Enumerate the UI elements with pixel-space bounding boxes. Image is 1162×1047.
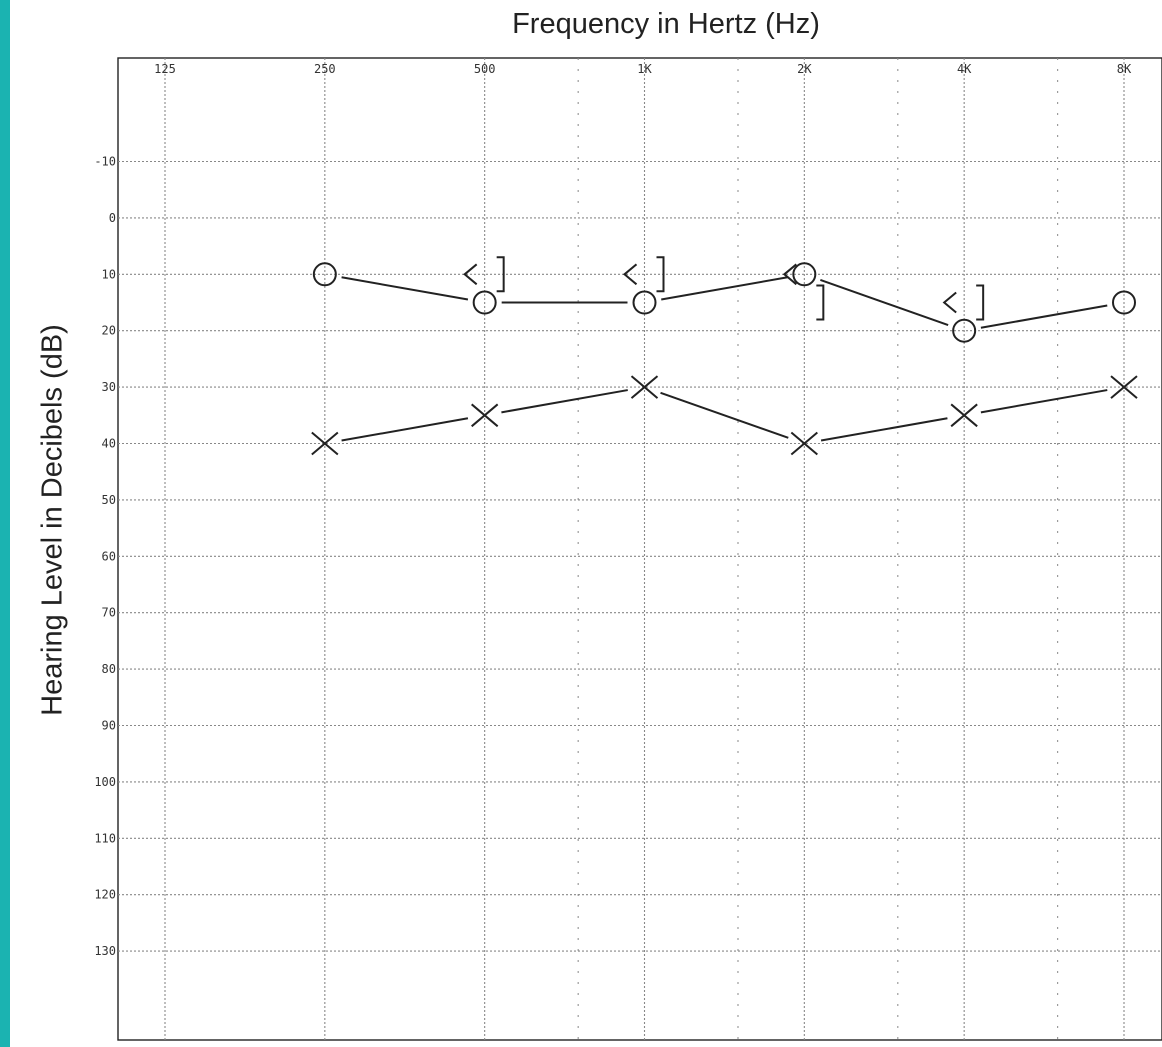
series-line-segment bbox=[820, 417, 948, 442]
angle-marker bbox=[463, 263, 478, 286]
x-tick-label: 4K bbox=[957, 62, 972, 76]
circle-marker bbox=[1112, 290, 1136, 315]
series-line-segment bbox=[501, 389, 628, 414]
cross-marker bbox=[471, 403, 499, 428]
circle-marker bbox=[312, 262, 337, 287]
x-tick-label: 250 bbox=[314, 62, 336, 76]
circle-marker bbox=[472, 290, 497, 315]
y-tick-label: 130 bbox=[94, 944, 116, 958]
series-line-segment bbox=[660, 391, 789, 439]
series-line-segment bbox=[980, 304, 1108, 329]
plot-frame bbox=[117, 57, 1162, 1041]
angle-marker bbox=[622, 263, 638, 286]
circle-marker bbox=[792, 262, 817, 287]
series-circle bbox=[312, 262, 1136, 343]
cross-marker bbox=[790, 431, 818, 456]
y-tick-label: 40 bbox=[102, 437, 116, 451]
series-line-segment bbox=[661, 276, 788, 301]
y-tick-label: 90 bbox=[102, 719, 116, 733]
series-line-segment bbox=[341, 276, 469, 301]
bracket-marker bbox=[976, 284, 985, 321]
y-tick-label: 50 bbox=[102, 493, 116, 507]
y-tick-label: 0 bbox=[109, 211, 116, 225]
y-tick-label: 60 bbox=[102, 549, 116, 563]
series-line-segment bbox=[820, 279, 949, 326]
circle-marker bbox=[632, 290, 657, 315]
cross-marker bbox=[311, 431, 339, 456]
circle-marker bbox=[952, 318, 977, 343]
x-tick-label: 125 bbox=[154, 62, 176, 76]
y-tick-label: 80 bbox=[102, 662, 116, 676]
x-axis-title: Frequency in Hertz (Hz) bbox=[512, 8, 820, 40]
series-bone-unmasked-angle bbox=[463, 263, 957, 314]
x-tick-label: 2K bbox=[797, 62, 812, 76]
x-tick-label: 1K bbox=[637, 62, 652, 76]
series-cross bbox=[311, 375, 1138, 456]
y-tick-label: 110 bbox=[94, 831, 116, 845]
y-tick-label: 120 bbox=[94, 888, 116, 902]
bracket-marker bbox=[816, 284, 825, 321]
bracket-marker bbox=[496, 256, 505, 293]
cross-marker bbox=[630, 375, 659, 399]
series-line-segment bbox=[980, 389, 1108, 414]
x-tick-label: 500 bbox=[474, 62, 496, 76]
bracket-marker bbox=[656, 256, 665, 293]
y-tick-label: -10 bbox=[94, 155, 116, 169]
cross-marker bbox=[950, 403, 978, 428]
y-tick-label: 100 bbox=[94, 775, 116, 789]
angle-marker bbox=[782, 263, 797, 286]
chart-series bbox=[311, 256, 1138, 456]
y-tick-label: 70 bbox=[102, 606, 116, 620]
left-accent-band bbox=[0, 0, 10, 1047]
cross-marker bbox=[1110, 375, 1138, 399]
x-tick-labels: 125 250 500 1K 2K 4K 8K bbox=[154, 62, 1132, 76]
series-line-segment bbox=[341, 417, 469, 442]
series-bone-masked-bracket bbox=[496, 256, 985, 321]
y-tick-label: 30 bbox=[102, 380, 116, 394]
chart-grid bbox=[117, 57, 1162, 1041]
angle-marker bbox=[942, 291, 957, 314]
y-tick-labels: -10 0 10 20 30 40 50 60 70 80 90 100 110 120 130 bbox=[94, 155, 116, 959]
y-tick-label: 10 bbox=[102, 267, 116, 281]
y-tick-label: 20 bbox=[102, 324, 116, 338]
x-tick-label: 8K bbox=[1117, 62, 1132, 76]
